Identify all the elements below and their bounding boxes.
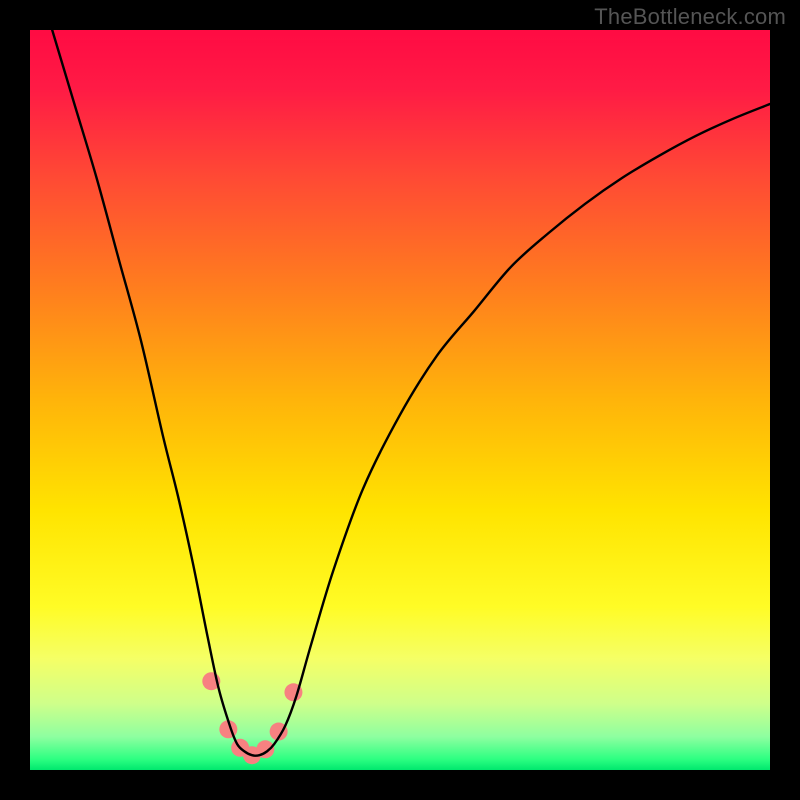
watermark-text: TheBottleneck.com	[594, 4, 786, 30]
chart-outer-frame: TheBottleneck.com	[0, 0, 800, 800]
bottleneck-curve	[52, 30, 770, 756]
plot-area	[30, 30, 770, 770]
bottleneck-curve-layer	[30, 30, 770, 770]
